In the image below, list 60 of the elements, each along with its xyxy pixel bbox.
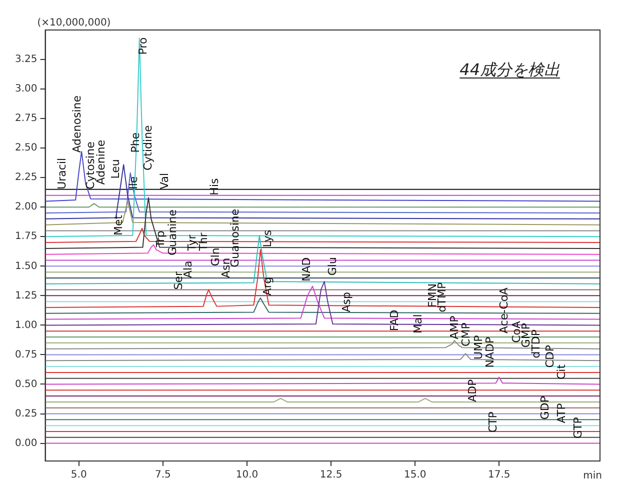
- y-tick-label: 1.75: [15, 231, 38, 242]
- x-tick-label: 15.0: [404, 470, 426, 481]
- annotation: Cit: [555, 364, 568, 380]
- y-tick-label: 0.50: [15, 378, 38, 390]
- annotation: Mal: [412, 314, 425, 334]
- y-tick-label: 2.25: [15, 172, 38, 184]
- annotation: Glu: [326, 257, 339, 276]
- y-tick-label: 0.25: [15, 408, 38, 420]
- y-tick-label: 1.00: [15, 320, 38, 331]
- annotation: Cytidine: [141, 124, 154, 171]
- annotation: Uracil: [56, 158, 69, 190]
- annotation: FAD: [388, 310, 401, 332]
- annotation: His: [208, 178, 222, 196]
- y-tick-label: 2.75: [15, 113, 38, 124]
- annotation: Ile: [127, 176, 140, 190]
- y-tick-label: 0.00: [15, 438, 38, 449]
- annotation: Cytosine: [84, 141, 98, 190]
- annotation: Adenosine: [70, 95, 84, 153]
- annotation: Lys: [261, 230, 274, 248]
- annotation: Tyr: [185, 234, 198, 252]
- x-tick-label: 17.5: [488, 470, 510, 481]
- annotation: ATP: [555, 402, 568, 424]
- annotation: ADP: [466, 378, 480, 402]
- annotation: Ace-CoA: [498, 286, 511, 334]
- y-tick-label: 3.25: [15, 54, 38, 66]
- x-tick-label: 12.5: [320, 470, 342, 481]
- annotation: Adenine: [94, 140, 108, 185]
- annotation: Trp: [154, 230, 167, 248]
- y-tick-label: 2.00: [15, 202, 38, 213]
- x-tick-label: 10.0: [236, 470, 258, 481]
- annotation: Guanine: [166, 209, 180, 256]
- annotation: GTP: [571, 416, 584, 439]
- annotation: UMP: [472, 334, 485, 360]
- x-axis-title: min: [583, 470, 602, 482]
- annotation: Val: [158, 172, 171, 190]
- annotation: Asp: [340, 292, 354, 312]
- y-tick-label: 2.50: [15, 142, 38, 154]
- y-tick-label: 1.25: [15, 290, 38, 302]
- annotation: GDP: [538, 396, 552, 420]
- x-tick-label: 5.0: [70, 470, 87, 481]
- annotation: Phe: [128, 132, 142, 153]
- annotation: CMP: [459, 322, 472, 346]
- annotation: Gln: [208, 248, 222, 266]
- annotation: AMP: [448, 315, 461, 340]
- annotation: NAD: [300, 257, 314, 282]
- annotation: Pro: [136, 37, 150, 55]
- annotation: Met: [112, 214, 125, 236]
- annotation: Thr: [196, 232, 210, 252]
- y-axis-title: (×10,000,000): [37, 18, 111, 29]
- annotation: NADP: [483, 336, 496, 368]
- y-tick-label: 3.00: [15, 84, 38, 95]
- annotation: 44成分を検出: [460, 60, 560, 79]
- annotation: Arg: [261, 276, 274, 296]
- annotation: CTP: [486, 411, 500, 433]
- x-tick-label: 7.5: [154, 470, 171, 481]
- y-tick-label: 0.75: [15, 349, 38, 360]
- annotation: Leu: [109, 159, 122, 179]
- y-tick-label: 1.50: [15, 260, 38, 272]
- annotation: dTMP: [436, 282, 449, 312]
- annotation: CDP: [543, 344, 556, 368]
